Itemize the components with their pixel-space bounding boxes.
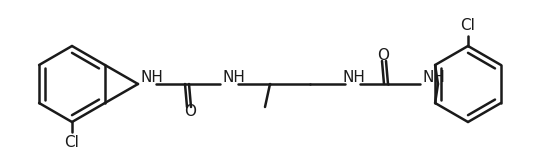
- Text: Cl: Cl: [65, 135, 79, 150]
- Text: NH: NH: [422, 71, 445, 86]
- Text: Cl: Cl: [461, 18, 475, 33]
- Text: O: O: [377, 49, 389, 64]
- Text: NH: NH: [222, 71, 245, 86]
- Text: O: O: [184, 104, 196, 119]
- Text: NH: NH: [342, 71, 365, 86]
- Text: NH: NH: [140, 71, 163, 86]
